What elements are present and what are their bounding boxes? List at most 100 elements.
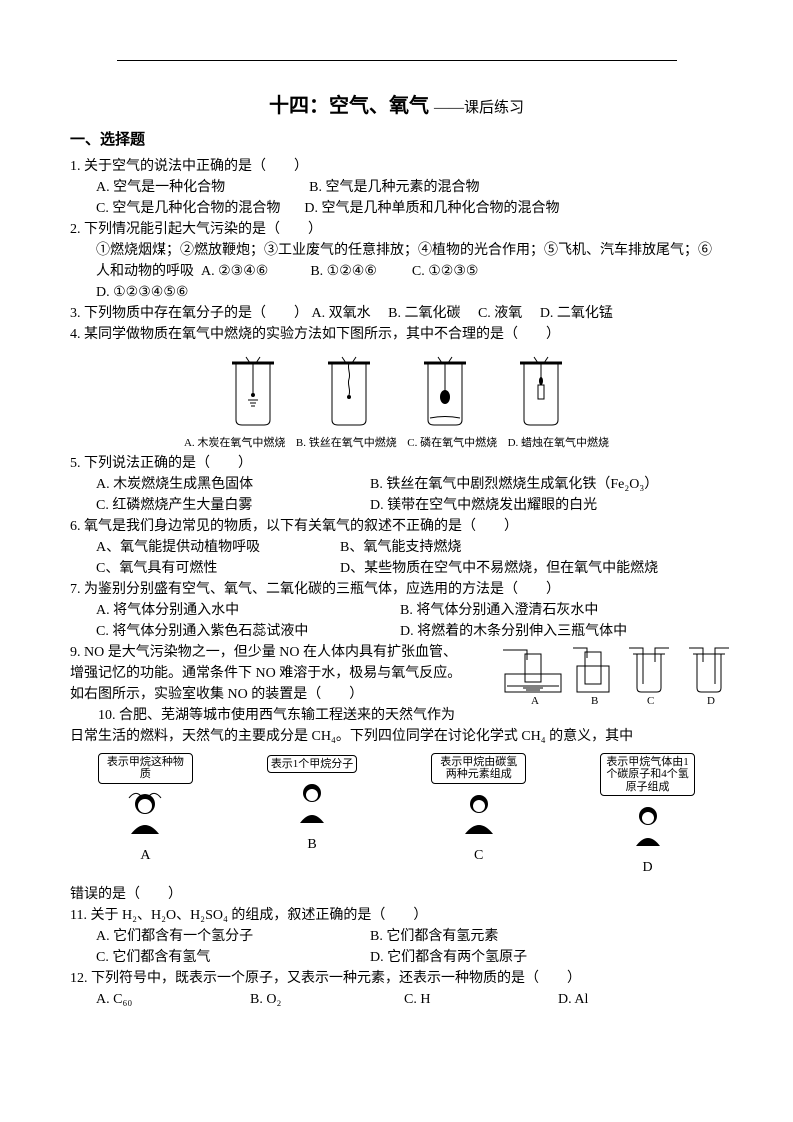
student-icon-C [451,786,507,836]
q5-row2: C. 红磷燃烧产生大量白雾 D. 镁带在空气中燃烧发出耀眼的白光 [70,495,723,516]
q6-stem: 6. 氧气是我们身边常见的物质，以下有关氧气的叙述不正确的是（ ） [70,516,723,537]
top-divider [117,60,677,61]
q7-stem: 7. 为鉴别分别盛有空气、氧气、二氧化碳的三瓶气体，应选用的方法是（ ） [70,579,723,600]
q2: 2. 下列情况能引起大气污染的是（ ） ①燃烧烟煤；②燃放鞭炮；③工业废气的任意… [70,219,723,303]
q6-B: B、氧气能支持燃烧 [340,537,461,558]
q1-B: B. 空气是几种元素的混合物 [309,177,479,198]
q5-C: C. 红磷燃烧产生大量白雾 [96,495,346,516]
jar-icon-D [506,355,576,430]
q2-A: A. ②③④⑥ [201,264,268,279]
q12-D: D. Al [558,989,588,1010]
q10-label-D: D [572,857,723,878]
q1-C: C. 空气是几种化合物的混合物 [96,198,280,219]
q10-speech-D: 表示甲烷气体由1个碳原子和4个氢原子组成 [600,753,695,797]
q2-D: D. ①②③④⑤⑥ [70,282,723,303]
q10-label-B: B [239,834,385,855]
q12-stem: 12. 下列符号中，既表示一个原子，又表示一种元素，还表示一种物质的是（ ） [70,968,723,989]
q3: 3. 下列物质中存在氧分子的是（ ） A. 双氧水 B. 二氧化碳 C. 液氧 … [70,303,723,324]
jar-icon-A [218,355,288,430]
q4-cap-C: C. 磷在氧气中燃烧 [407,437,497,449]
q11-row2: C. 它们都含有氢气 D. 它们都含有两个氢原子 [70,947,723,968]
q10-end: 错误的是（ ） [70,884,723,905]
q10-l2: 日常生活的燃料，天然气的主要成分是 CH₄。下列四位同学在讨论化学式 CH₄ 的… [70,726,723,747]
q5-A: A. 木炭燃烧生成黑色固体 [96,474,346,495]
q5-D: D. 镁带在空气中燃烧发出耀眼的白光 [370,495,597,516]
q10-figures: 表示甲烷这种物质 A 表示1个甲烷分子 B [70,753,723,879]
q7-row1: A. 将气体分别通入水中 B. 将气体分别通入澄清石灰水中 [70,600,723,621]
q5-B: B. 铁丝在氧气中剧烈燃烧生成氧化铁（Fe₂O₃） [370,474,658,495]
q9: 9. NO 是大气污染物之一，但少量 NO 在人体内具有扩张血管、 增强记忆的功… [70,642,723,705]
q1-row2: C. 空气是几种化合物的混合物 D. 空气是几种单质和几种化合物的混合物 [70,198,723,219]
q4-cap-A: A. 木炭在氧气中燃烧 [184,437,285,449]
q10-speech-B: 表示1个甲烷分子 [267,755,358,774]
q10-stu-B: 表示1个甲烷分子 B [239,753,385,879]
q6-A: A、氧气能提供动植物呼吸 [96,537,316,558]
q4-captions: A. 木炭在氧气中燃烧 B. 铁丝在氧气中燃烧 C. 磷在氧气中燃烧 D. 蜡烛… [70,432,723,453]
q3-C: C. 液氧 [478,306,522,321]
q4-fig-A [218,355,288,430]
q11-B: B. 它们都含有氢元素 [370,926,498,947]
q12-row1: A. C₆₀ B. O₂ C. H D. Al [70,989,723,1010]
q1: 1. 关于空气的说法中正确的是（ ） A. 空气是一种化合物 B. 空气是几种元… [70,156,723,219]
jar-icon-C [410,355,480,430]
q4-fig-C [410,355,480,430]
q6-D: D、某些物质在空气中不易燃烧，但在氧气中能燃烧 [340,558,658,579]
q10-label-A: A [70,845,221,866]
title-sub: ——课后练习 [434,100,524,116]
q5-row1: A. 木炭燃烧生成黑色固体 B. 铁丝在氧气中剧烈燃烧生成氧化铁（Fe₂O₃） [70,474,723,495]
title-main: 十四：空气、氧气 [269,95,429,117]
q4-figures [70,355,723,430]
q5-stem: 5. 下列说法正确的是（ ） [70,453,723,474]
q7-C: C. 将气体分别通入紫色石蕊试液中 [96,621,376,642]
q3-stem: 3. 下列物质中存在氧分子的是（ ） [70,306,308,321]
q1-A: A. 空气是一种化合物 [96,177,225,198]
page-title: 十四：空气、氧气 ——课后练习 [70,91,723,121]
q7-row2: C. 将气体分别通入紫色石蕊试液中 D. 将燃着的木条分别伸入三瓶气体中 [70,621,723,642]
q10-stu-C: 表示甲烷由碳氢两种元素组成 C [403,753,554,879]
q11-D: D. 它们都含有两个氢原子 [370,947,527,968]
q6: 6. 氧气是我们身边常见的物质，以下有关氧气的叙述不正确的是（ ） A、氧气能提… [70,516,723,579]
q3-B: B. 二氧化碳 [388,306,460,321]
q11-stem: 11. 关于 H₂、H₂O、H₂SO₄ 的组成，叙述正确的是（ ） [70,905,723,926]
q12: 12. 下列符号中，既表示一个原子，又表示一种元素，还表示一种物质的是（ ） A… [70,968,723,1010]
q4-fig-D [506,355,576,430]
q2-items: ①燃烧烟煤；②燃放鞭炮；③工业废气的任意排放；④植物的光合作用；⑤飞机、汽车排放… [70,240,723,282]
q10-label-C: C [403,845,554,866]
q12-C: C. H [404,989,534,1010]
q11-A: A. 它们都含有一个氢分子 [96,926,346,947]
q11: 11. 关于 H₂、H₂O、H₂SO₄ 的组成，叙述正确的是（ ） A. 它们都… [70,905,723,968]
q10-stu-A: 表示甲烷这种物质 A [70,753,221,879]
q9-label-B: B [591,695,598,706]
q1-row1: A. 空气是一种化合物 B. 空气是几种元素的混合物 [70,177,723,198]
q7-D: D. 将燃着的木条分别伸入三瓶气体中 [400,621,627,642]
q10-stu-D: 表示甲烷气体由1个碳原子和4个氢原子组成 D [572,753,723,879]
jar-icon-B [314,355,384,430]
q10: 10. 合肥、芜湖等城市使用西气东输工程送来的天然气作为 日常生活的燃料，天然气… [70,705,723,906]
q11-C: C. 它们都含有氢气 [96,947,346,968]
section-heading: 一、选择题 [70,129,723,152]
q9-label-A: A [531,695,539,706]
q10-speech-A: 表示甲烷这种物质 [98,753,193,784]
q4-cap-D: D. 蜡烛在氧气中燃烧 [508,437,609,449]
q9-label-D: D [707,695,715,706]
student-icon-A [117,786,173,836]
q6-C: C、氧气具有可燃性 [96,558,316,579]
q12-A: A. C₆₀ [96,989,226,1010]
q2-items-text: ①燃烧烟煤；②燃放鞭炮；③工业废气的任意排放；④植物的光合作用；⑤飞机、汽车排放… [96,243,712,279]
student-icon-B [284,775,340,825]
q2-B: B. ①②④⑥ [310,264,377,279]
q4-cap-B: B. 铁丝在氧气中燃烧 [296,437,397,449]
apparatus-icon: A B C D [503,644,743,706]
q2-C: C. ①②③⑤ [412,264,479,279]
q7-A: A. 将气体分别通入水中 [96,600,376,621]
page: 十四：空气、氧气 ——课后练习 一、选择题 1. 关于空气的说法中正确的是（ ）… [0,0,793,1060]
q1-D: D. 空气是几种单质和几种化合物的混合物 [304,198,559,219]
q1-stem: 1. 关于空气的说法中正确的是（ ） [70,156,723,177]
q6-row2: C、氧气具有可燃性 D、某些物质在空气中不易燃烧，但在氧气中能燃烧 [70,558,723,579]
q3-A: A. 双氧水 [312,306,371,321]
student-icon-D [620,798,676,848]
q2-stem: 2. 下列情况能引起大气污染的是（ ） [70,219,723,240]
q9-label-C: C [647,695,654,706]
q4-stem: 4. 某同学做物质在氧气中燃烧的实验方法如下图所示，其中不合理的是（ ） [70,324,723,345]
q3-D: D. 二氧化锰 [540,306,613,321]
